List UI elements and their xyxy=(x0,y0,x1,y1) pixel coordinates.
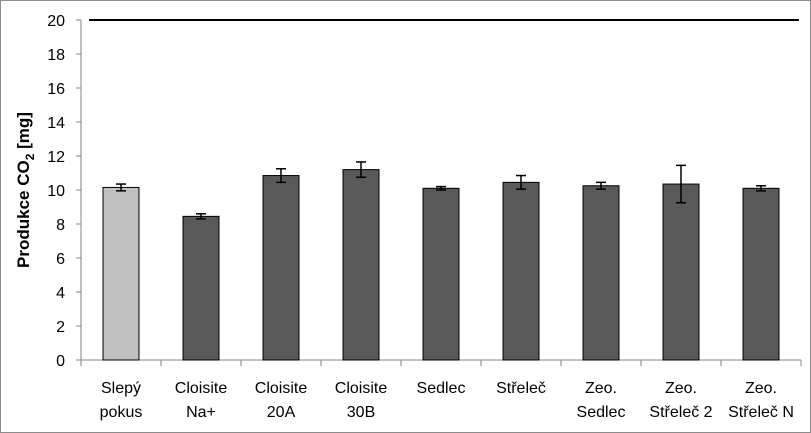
y-tick-label: 14 xyxy=(47,115,65,132)
bar xyxy=(582,185,620,361)
y-tick-label: 0 xyxy=(56,353,65,370)
x-category-label: Slepý xyxy=(101,380,141,397)
x-category-label: 30B xyxy=(347,404,375,421)
bar xyxy=(422,187,460,361)
x-category-label: Střeleč 2 xyxy=(649,404,712,421)
x-category-label: 20A xyxy=(267,404,296,421)
y-tick-label: 8 xyxy=(56,217,65,234)
bar xyxy=(662,183,700,361)
x-category-label: Střeleč xyxy=(496,380,546,397)
x-category-label: pokus xyxy=(100,404,143,421)
x-category-label: Střeleč N xyxy=(728,404,794,421)
y-axis-label-main: Produkce CO xyxy=(14,160,33,268)
x-category-label: Na+ xyxy=(186,404,216,421)
bar xyxy=(342,169,380,361)
y-tick-label: 10 xyxy=(47,183,65,200)
y-tick-label: 18 xyxy=(47,47,65,64)
x-category-label: Sedlec xyxy=(417,380,466,397)
x-category-label: Zeo. xyxy=(585,380,617,397)
y-axis-label-subscript: 2 xyxy=(23,153,37,160)
y-tick-label: 16 xyxy=(47,81,65,98)
bar xyxy=(102,186,140,361)
y-tick-label: 12 xyxy=(47,149,65,166)
x-category-label: Sedlec xyxy=(577,404,626,421)
x-category-label: Cloisite xyxy=(255,380,308,397)
plot-area: 0 2 4 6 8 10 12 14 16 18 20 Slepý pokus Cloisite Na+ Cl… xyxy=(47,13,802,421)
y-tick-label: 4 xyxy=(56,285,65,302)
y-tick-label: 6 xyxy=(56,251,65,268)
y-axis-label-unit: [mg] xyxy=(14,112,33,154)
bar xyxy=(262,175,300,361)
y-tick-label: 20 xyxy=(47,13,65,30)
x-category-label: Zeo. xyxy=(745,380,777,397)
y-tick-label: 2 xyxy=(56,319,65,336)
bar xyxy=(502,181,540,361)
x-category-label: Cloisite xyxy=(175,380,228,397)
x-category-label: Cloisite xyxy=(335,380,388,397)
bar xyxy=(742,187,780,361)
y-axis-label: Produkce CO2 [mg] xyxy=(14,112,37,268)
bar xyxy=(182,215,220,361)
x-category-label: Zeo. xyxy=(665,380,697,397)
